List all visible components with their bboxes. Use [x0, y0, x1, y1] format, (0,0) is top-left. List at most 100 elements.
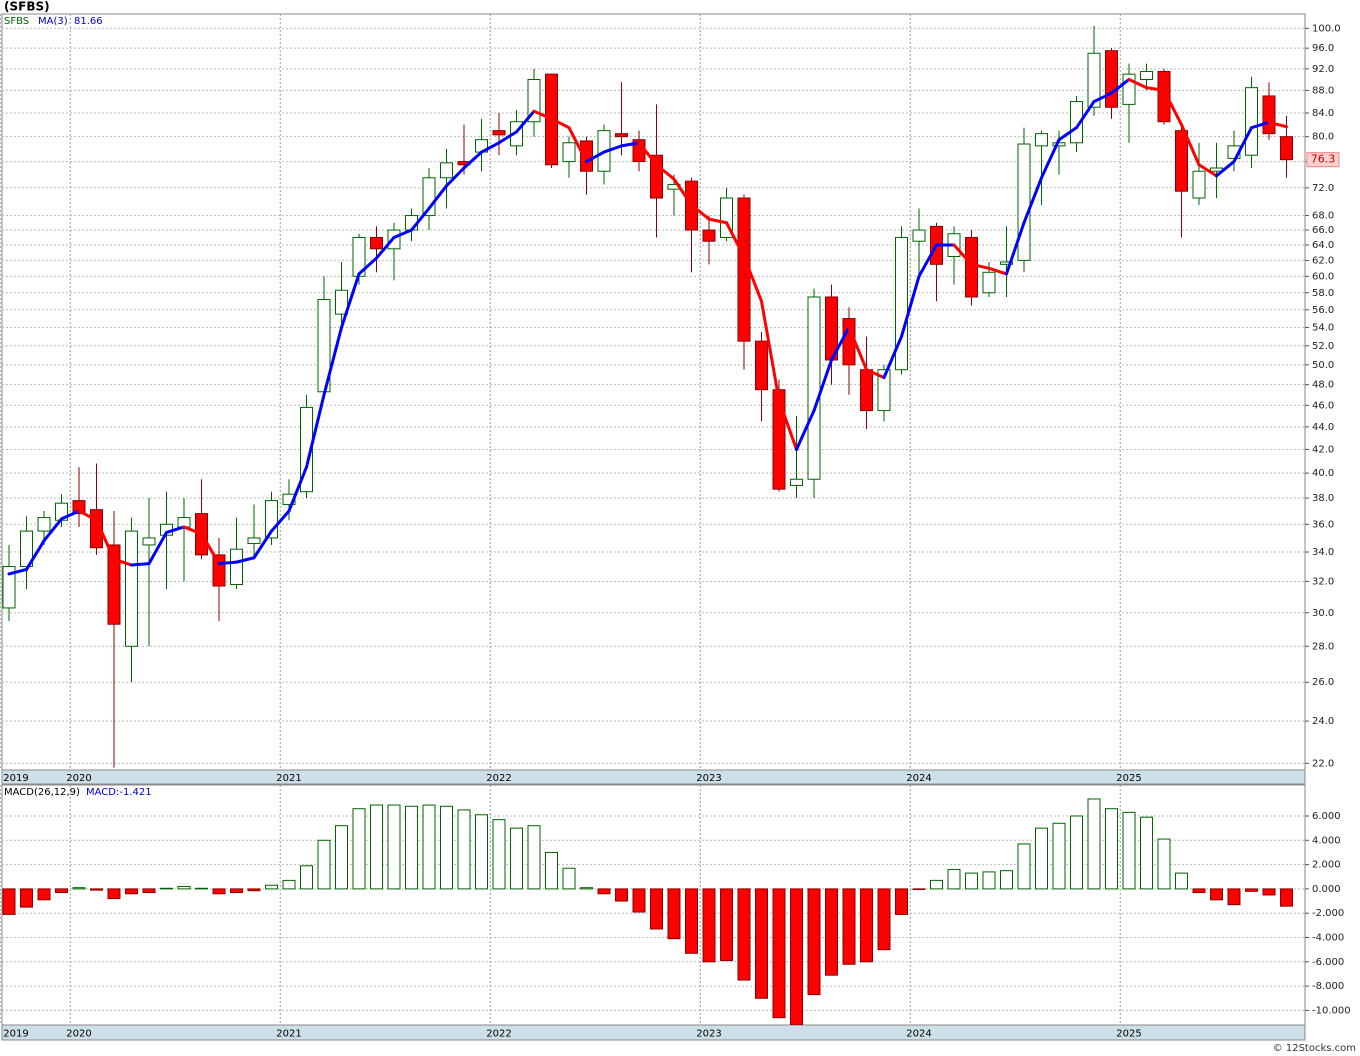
ma-line — [952, 243, 973, 266]
plot — [2, 798, 1293, 1025]
candle-body — [895, 236, 908, 371]
last-price-badge — [1306, 152, 1340, 168]
candle-body — [1070, 101, 1083, 144]
ma-line — [1092, 91, 1113, 104]
x-tick-label: 2022 — [486, 773, 511, 784]
candle-body — [1140, 70, 1153, 80]
macd-bar — [1245, 888, 1258, 892]
y-tick-label: 60.0 — [1312, 271, 1334, 282]
candle-body — [877, 369, 891, 412]
ma-line — [357, 256, 378, 276]
y-tick-label: -2.000 — [1312, 908, 1344, 919]
candle-body — [1262, 95, 1276, 135]
ma-line — [1232, 126, 1253, 164]
ma-line — [497, 130, 518, 145]
y-tick-label: 4.000 — [1312, 835, 1341, 846]
y-tick-label: 36.0 — [1312, 519, 1334, 530]
candle-body — [1017, 143, 1031, 261]
macd-bar — [1280, 888, 1293, 907]
candle-body — [1105, 50, 1118, 108]
candle-body — [370, 236, 383, 250]
ma-line — [1040, 138, 1061, 180]
ma-line — [1022, 176, 1043, 225]
ma-line — [305, 393, 326, 469]
x-tick-label: 2022 — [486, 1029, 511, 1040]
macd-bar — [230, 888, 243, 894]
y-tick-label: 88.0 — [1312, 85, 1334, 96]
macd-bar — [877, 888, 891, 951]
ma-line — [515, 109, 536, 134]
y-tick-label: 54.0 — [1312, 322, 1334, 333]
candle-body — [1035, 133, 1048, 147]
candle-body — [772, 389, 786, 490]
macd-bar — [317, 839, 331, 890]
last-price-label: 76.3 — [1311, 153, 1336, 166]
candle-body — [335, 289, 348, 315]
x-tick-label: 2025 — [1116, 1029, 1141, 1040]
y-tick-label: 22.0 — [1312, 758, 1334, 769]
ma-line — [1145, 86, 1166, 92]
y-tick-label: 34.0 — [1312, 547, 1334, 558]
macd-bar — [895, 888, 908, 915]
macd-bar — [755, 888, 768, 999]
ma-line — [585, 150, 606, 164]
y-tick-label: 68.0 — [1312, 211, 1334, 222]
candle-body — [492, 130, 506, 136]
macd-bar — [772, 888, 786, 1019]
x-tick-label: 2020 — [66, 1029, 91, 1040]
ma-line — [77, 509, 98, 522]
macd-bar — [1000, 870, 1013, 890]
candle-body — [580, 140, 593, 172]
y-tick-label: 64.0 — [1312, 240, 1334, 251]
macd-bar — [37, 888, 51, 901]
ma-line — [182, 525, 203, 536]
macd-bar — [282, 879, 296, 890]
ma-line — [340, 272, 361, 329]
x-tick-label: 2021 — [276, 1029, 301, 1040]
ma-line — [427, 184, 448, 210]
macd-bar — [1262, 888, 1276, 896]
macd-bar — [737, 888, 751, 981]
macd-bar — [510, 827, 523, 890]
candle-body — [247, 537, 261, 545]
candle-body — [790, 478, 803, 486]
macd-bar — [650, 888, 663, 930]
ma-line — [1180, 123, 1201, 167]
macd-bar — [965, 872, 978, 890]
x-tick-label: 2024 — [906, 773, 931, 784]
ma-line — [672, 177, 693, 207]
candle-body — [965, 236, 978, 298]
ma-line — [42, 517, 63, 543]
ma-line — [707, 217, 728, 225]
ma-line — [620, 141, 641, 148]
y-tick-label: 42.0 — [1312, 444, 1334, 455]
ma-line — [147, 530, 168, 566]
candle-body — [807, 296, 821, 480]
macd-bar — [1192, 888, 1206, 894]
y-tick-label: -4.000 — [1312, 933, 1344, 944]
candle-body — [230, 548, 243, 585]
macd-bar — [790, 888, 803, 1025]
macd-bar — [422, 804, 436, 890]
macd-bar — [720, 888, 733, 962]
ma-line — [410, 206, 431, 232]
ma-line — [112, 557, 133, 567]
y-tick-label: 84.0 — [1312, 108, 1334, 119]
ma-line — [60, 509, 81, 521]
y-tick-label: 38.0 — [1312, 493, 1334, 504]
ma-line — [235, 556, 256, 564]
y-tick-label: 2.000 — [1312, 860, 1341, 871]
candle-body — [2, 566, 16, 609]
y-tick-label: 6.000 — [1312, 811, 1341, 822]
macd-bar — [405, 805, 418, 890]
candle-body — [1000, 261, 1013, 265]
candle-body — [1087, 52, 1101, 108]
macd-bar — [1140, 816, 1153, 890]
macd-bar — [842, 888, 856, 965]
ma-line — [252, 529, 273, 560]
candle-body — [755, 340, 768, 391]
candle-body — [702, 229, 716, 242]
ma-line — [777, 398, 798, 451]
macd-bar — [212, 888, 226, 895]
